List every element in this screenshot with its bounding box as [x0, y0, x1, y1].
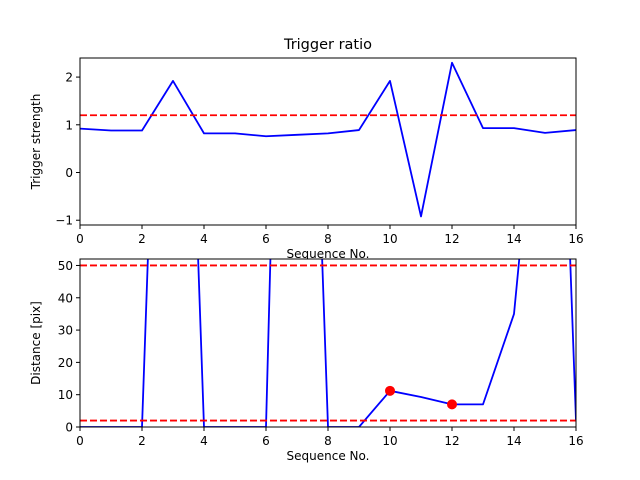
- bottom-x-tick-label-4: 8: [324, 434, 332, 448]
- bottom-y-tick-label-1: 10: [58, 388, 73, 402]
- bottom-x-tick-label-8: 16: [568, 434, 583, 448]
- bottom-y-tick-label-2: 20: [58, 356, 73, 370]
- bottom-x-tick-label-7: 14: [506, 434, 521, 448]
- bottom-x-tick-label-0: 0: [76, 434, 84, 448]
- bottom-x-tick-label-1: 2: [138, 434, 146, 448]
- top-y-tick-label-2: 1: [65, 118, 73, 132]
- bottom-y-tick-label-3: 30: [58, 324, 73, 338]
- top-x-tick-label-6: 12: [444, 232, 459, 246]
- bottom-series-line-0: [80, 259, 576, 427]
- top-y-tick-label-3: 2: [65, 71, 73, 85]
- bottom-y-tick-label-5: 50: [58, 259, 73, 273]
- top-x-tick-label-8: 16: [568, 232, 583, 246]
- bottom-data-layer: [80, 259, 576, 427]
- bottom-plot-distance: 0 2 4 6 8 10 12 14 16 0 10 20 30 40 50 Sequence No. Dist…: [29, 258, 584, 463]
- bottom-marker-point-0: [385, 385, 395, 396]
- top-x-tick-label-7: 14: [506, 232, 521, 246]
- bottom-y-tick-label-0: 0: [65, 421, 73, 435]
- bottom-y-axis-label: Distance [pix]: [29, 301, 43, 385]
- top-y-tick-label-1: 0: [65, 166, 73, 180]
- top-data-layer: [80, 61, 576, 218]
- bottom-marker-point-1: [447, 399, 457, 410]
- top-series-line-0: [80, 61, 576, 218]
- top-y-axis-label: Trigger strength: [29, 94, 43, 191]
- bottom-x-axis-label: Sequence No.: [287, 449, 370, 463]
- top-x-axis-label: Sequence No.: [287, 247, 370, 261]
- top-x-tick-label-2: 4: [200, 232, 208, 246]
- bottom-axes-background: [80, 259, 576, 427]
- bottom-x-tick-label-3: 6: [262, 434, 270, 448]
- bottom-x-tick-label-2: 4: [200, 434, 208, 448]
- top-x-tick-label-4: 8: [324, 232, 332, 246]
- bottom-x-tick-label-6: 12: [444, 434, 459, 448]
- top-x-tick-label-3: 6: [262, 232, 270, 246]
- top-x-tick-label-5: 10: [382, 232, 397, 246]
- top-x-tick-label-1: 2: [138, 232, 146, 246]
- top-x-tick-label-0: 0: [76, 232, 84, 246]
- bottom-y-tick-label-4: 40: [58, 291, 73, 305]
- top-chart-title: Trigger ratio: [283, 37, 372, 53]
- top-y-tick-label-0: −1: [55, 214, 73, 228]
- bottom-x-tick-label-5: 10: [382, 434, 397, 448]
